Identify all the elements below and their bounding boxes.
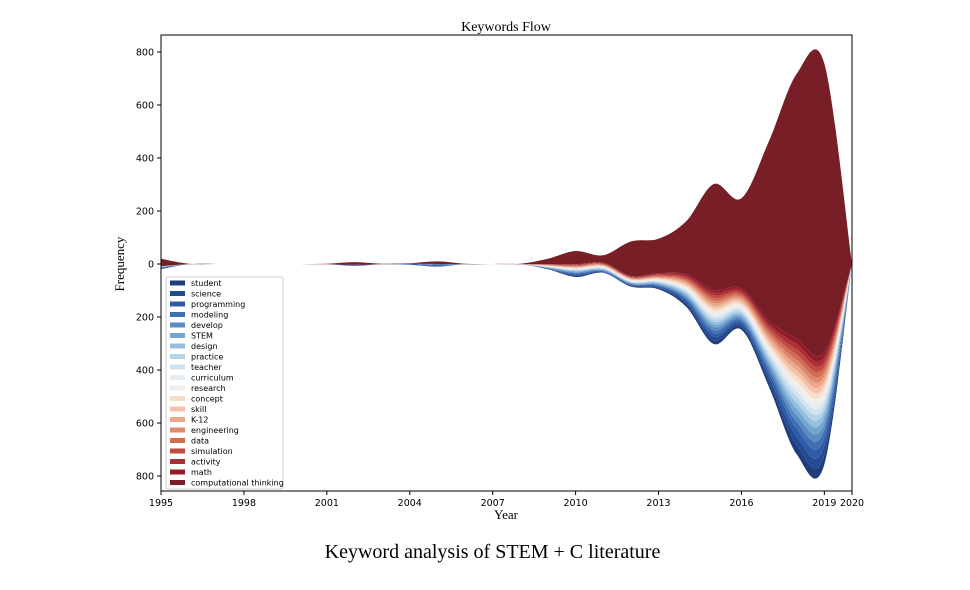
legend-label: practice (191, 353, 223, 362)
legend-swatch (170, 333, 185, 338)
legend-swatch (170, 406, 185, 412)
legend-frame (165, 276, 284, 490)
y-tick-label: 400 (136, 154, 154, 165)
legend-swatch (170, 312, 185, 317)
legend-label: data (191, 437, 209, 446)
x-tick-label: 2013 (646, 498, 670, 509)
legend-swatch (170, 427, 185, 433)
figure-caption: Keyword analysis of STEM + C literature (324, 541, 661, 563)
x-tick-label: 2020 (840, 498, 864, 509)
legend-label: computational thinking (191, 479, 284, 488)
legend-label: curriculum (191, 374, 234, 383)
legend-label: simulation (191, 447, 233, 456)
legend-label: K-12 (191, 416, 208, 425)
legend-label: skill (191, 405, 206, 414)
x-tick-label: 1995 (149, 498, 173, 509)
legend-label: design (191, 342, 218, 351)
y-tick-label: 400 (136, 366, 154, 377)
legend-label: science (191, 290, 221, 299)
legend-swatch (170, 375, 185, 380)
x-tick-label: 2007 (481, 498, 505, 509)
legend-swatch (170, 459, 185, 464)
x-tick-label: 2010 (564, 498, 588, 509)
legend-swatch (170, 448, 185, 454)
x-tick-label: 2016 (729, 498, 753, 509)
legend-swatch (170, 364, 185, 370)
legend-label: concept (191, 395, 223, 404)
legend-label: develop (191, 321, 223, 330)
x-axis-label: Year (494, 507, 519, 522)
legend-swatch (170, 280, 185, 286)
legend-swatch (170, 322, 185, 328)
legend-label: STEM (191, 332, 213, 341)
legend-swatch (170, 385, 185, 391)
legend-label: teacher (191, 363, 222, 372)
y-tick-label: 600 (136, 419, 154, 430)
x-tick-label: 1998 (232, 498, 256, 509)
chart-title: Keywords Flow (461, 20, 552, 35)
legend-swatch (170, 469, 185, 475)
legend-label: activity (191, 458, 221, 467)
legend-swatch (170, 396, 185, 401)
x-axis-ticks: 1995 1998 2001 2004 2007 2010 2013 2016 2019 2020 (149, 491, 864, 509)
keywords-flow-chart: 1995 1998 2001 2004 2007 2010 2013 2016 2019 2020… (112, 20, 864, 522)
legend-swatch (170, 480, 185, 485)
y-tick-label: 200 (136, 207, 154, 218)
legend-swatch (170, 291, 185, 296)
legend-label: programming (191, 300, 245, 309)
stream-computational-thinking (161, 49, 852, 357)
legend-swatch (170, 301, 185, 307)
legend-label: research (191, 384, 226, 393)
legend-label: math (191, 468, 212, 477)
y-axis-ticks: 800 600 400 200 0 200 400 600 800 (136, 48, 161, 483)
x-tick-label: 2019 (812, 498, 836, 509)
legend-swatch (170, 354, 185, 359)
stream-layers (161, 49, 852, 479)
y-tick-label: 600 (136, 101, 154, 112)
plot-frame (160, 34, 853, 492)
legend-label: student (191, 279, 222, 288)
legend-swatch (170, 438, 185, 443)
x-tick-label: 2004 (398, 498, 422, 509)
y-tick-label: 0 (148, 260, 154, 271)
legend-label: modeling (191, 311, 228, 320)
legend-label: engineering (191, 426, 239, 435)
y-tick-label: 800 (136, 48, 154, 59)
x-tick-label: 2001 (315, 498, 339, 509)
y-tick-label: 800 (136, 472, 154, 483)
legend-swatch (170, 343, 185, 349)
legend-swatch (170, 417, 185, 422)
y-axis-label: Frequency (112, 236, 127, 291)
y-tick-label: 200 (136, 313, 154, 324)
